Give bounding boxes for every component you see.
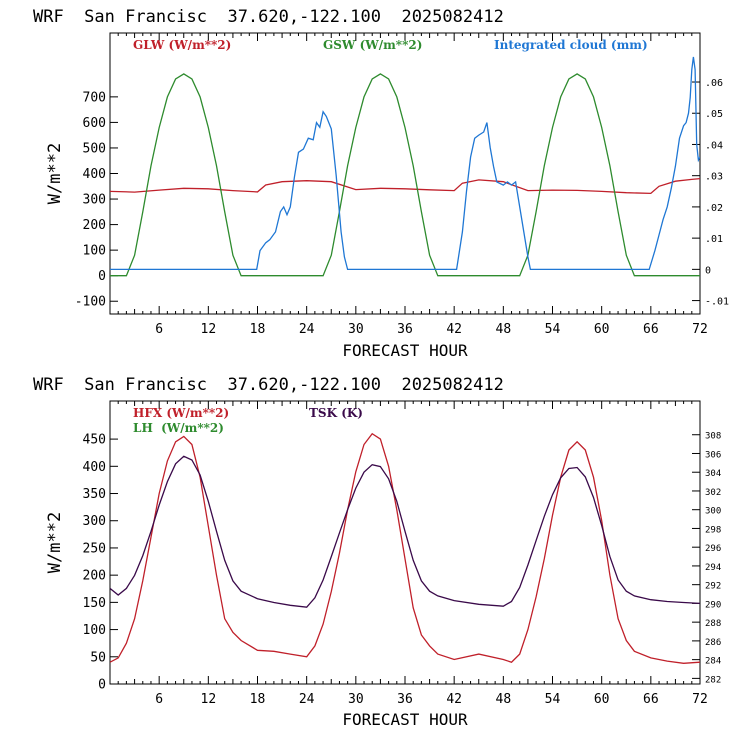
right-y-tick-label: .04: [705, 140, 723, 151]
legend-entry: TSK (K): [309, 406, 363, 420]
right-y-tick-label: .02: [705, 203, 723, 214]
y-tick-label: 600: [83, 116, 106, 131]
right-y-tick-label: 282: [705, 675, 721, 685]
x-tick-label: 72: [692, 322, 708, 337]
x-axis-label: FORECAST HOUR: [342, 341, 468, 360]
y-tick-label: 0: [98, 678, 106, 693]
x-tick-label: 6: [155, 692, 163, 707]
y-tick-label: 300: [83, 514, 106, 529]
y-axis-label: W/m**2: [45, 143, 65, 204]
series-line-hfx: [110, 432, 700, 664]
right-y-tick-label: 286: [705, 638, 721, 648]
x-tick-label: 48: [496, 322, 512, 337]
y-tick-label: -100: [75, 295, 106, 310]
series-line-glw: [110, 177, 700, 195]
x-tick-label: 60: [594, 322, 610, 337]
x-tick-label: 54: [545, 692, 561, 707]
x-tick-label: 72: [692, 692, 708, 707]
x-tick-label: 36: [397, 692, 413, 707]
y-tick-label: 0: [98, 269, 106, 284]
right-y-tick-label: .01: [705, 234, 723, 245]
x-tick-label: 30: [348, 692, 364, 707]
x-tick-label: 48: [496, 692, 512, 707]
chart-panel-2: WRF San Francisc 37.620,-122.100 2025082…: [33, 375, 721, 729]
legend-entry: HFX (W/m**2): [133, 406, 229, 420]
legend-entry: Integrated cloud (mm): [494, 38, 648, 52]
y-tick-label: 100: [83, 244, 106, 259]
legend-entry: LH (W/m**2): [133, 421, 224, 435]
x-tick-label: 42: [446, 322, 462, 337]
series-line-gsw: [110, 73, 700, 277]
plot-frame: [109, 400, 701, 685]
chart-title: WRF San Francisc 37.620,-122.100 2025082…: [33, 375, 504, 395]
right-y-tick-label: 284: [705, 657, 721, 667]
y-axis-label: W/m**2: [45, 512, 65, 573]
x-tick-label: 54: [545, 322, 561, 337]
right-y-tick-label: 296: [705, 544, 721, 554]
y-tick-label: 200: [83, 218, 106, 233]
right-y-tick-label: 302: [705, 488, 721, 498]
y-tick-label: 150: [83, 596, 106, 611]
x-tick-label: 60: [594, 692, 610, 707]
y-tick-label: 400: [83, 460, 106, 475]
right-y-tick-label: .06: [705, 78, 723, 89]
x-tick-label: 30: [348, 322, 364, 337]
y-tick-label: 300: [83, 193, 106, 208]
y-tick-label: 200: [83, 569, 106, 584]
right-y-tick-label: 300: [705, 507, 721, 517]
series-line-tsk: [110, 455, 700, 608]
y-tick-label: 100: [83, 623, 106, 638]
y-tick-label: 250: [83, 541, 106, 556]
x-tick-label: 66: [643, 692, 659, 707]
x-tick-label: 6: [155, 322, 163, 337]
x-tick-label: 18: [250, 692, 266, 707]
legend-entry: GSW (W/m**2): [323, 38, 422, 52]
y-tick-label: 400: [83, 167, 106, 182]
x-tick-label: 66: [643, 322, 659, 337]
x-axis-label: FORECAST HOUR: [342, 710, 468, 729]
right-y-tick-label: 288: [705, 619, 721, 629]
legend-entry: GLW (W/m**2): [133, 38, 231, 52]
y-tick-label: 50: [90, 650, 106, 665]
x-tick-label: 12: [201, 692, 217, 707]
series-line-integrated: [110, 56, 700, 271]
x-tick-label: 12: [201, 322, 217, 337]
x-tick-label: 42: [446, 692, 462, 707]
right-y-tick-label: .05: [705, 109, 723, 120]
right-y-tick-label: -.01: [705, 297, 729, 308]
right-y-tick-label: 298: [705, 525, 721, 535]
right-y-tick-label: 304: [705, 469, 721, 479]
right-y-tick-label: 292: [705, 582, 721, 592]
y-tick-label: 500: [83, 141, 106, 156]
x-tick-label: 36: [397, 322, 413, 337]
right-y-tick-label: 308: [705, 432, 721, 442]
right-y-tick-label: 294: [705, 563, 721, 573]
y-tick-label: 700: [83, 90, 106, 105]
y-tick-label: 350: [83, 487, 106, 502]
right-y-tick-label: 0: [705, 265, 711, 276]
right-y-tick-label: 306: [705, 450, 721, 460]
right-y-tick-label: .03: [705, 172, 723, 183]
x-tick-label: 24: [299, 322, 315, 337]
x-tick-label: 24: [299, 692, 315, 707]
chart-panel-1: WRF San Francisc 37.620,-122.100 2025082…: [33, 7, 729, 360]
right-y-tick-label: 290: [705, 600, 721, 610]
x-tick-label: 18: [250, 322, 266, 337]
chart-title: WRF San Francisc 37.620,-122.100 2025082…: [33, 7, 504, 27]
y-tick-label: 450: [83, 433, 106, 448]
